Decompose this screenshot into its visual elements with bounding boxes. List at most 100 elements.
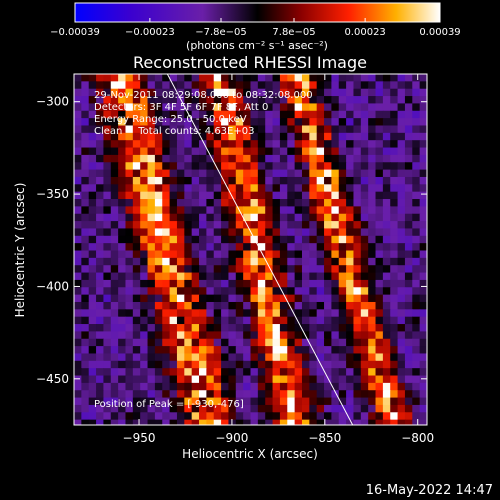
heatmap-cell (287, 74, 296, 82)
heatmap-cell (404, 184, 413, 193)
heatmap-cell (228, 265, 237, 274)
heatmap-cell (412, 390, 421, 399)
heatmap-cell (118, 404, 127, 413)
heatmap-cell (243, 287, 252, 296)
heatmap-cell (74, 96, 82, 105)
heatmap-cell (309, 390, 318, 399)
heatmap-cell (368, 243, 377, 252)
heatmap-cell (206, 147, 215, 156)
heatmap-cell (118, 132, 127, 141)
heatmap-cell (125, 382, 134, 391)
heatmap-cell (265, 338, 274, 347)
heatmap-cell (404, 228, 413, 237)
heatmap-cell (235, 199, 244, 207)
heatmap-cell (103, 118, 112, 127)
heatmap-cell (338, 176, 347, 185)
heatmap-cell (169, 360, 178, 369)
heatmap-cell (316, 125, 325, 134)
heatmap-cell (74, 132, 82, 141)
heatmap-cell (382, 324, 391, 332)
heatmap-cell (140, 81, 149, 90)
heatmap-cell (103, 88, 112, 97)
heatmap-cell (235, 390, 244, 399)
heatmap-cell (338, 206, 347, 215)
heatmap-cell (397, 338, 406, 347)
heatmap-cell (272, 228, 281, 237)
heatmap-cell (331, 338, 340, 347)
heatmap-cell (287, 235, 296, 244)
heatmap-cell (147, 382, 156, 391)
heatmap-cell (338, 228, 347, 237)
heatmap-cell (147, 353, 156, 362)
heatmap-cell (176, 228, 185, 237)
heatmap-cell (419, 257, 427, 266)
heatmap-cell (375, 228, 384, 237)
heatmap-cell (243, 213, 252, 222)
heatmap-cell (74, 331, 82, 340)
colorbar-gradient (74, 2, 441, 23)
heatmap-cell (404, 257, 413, 266)
heatmap-cell (132, 272, 141, 281)
heatmap-cell (162, 206, 171, 215)
heatmap-cell (412, 301, 421, 310)
heatmap-cell (279, 294, 288, 303)
heatmap-cell (265, 279, 274, 288)
heatmap-cell (96, 316, 105, 325)
heatmap-cell (162, 397, 171, 406)
heatmap-cell (324, 397, 332, 406)
heatmap-cell (279, 213, 288, 222)
heatmap-cell (147, 287, 156, 296)
heatmap-cell (397, 360, 406, 369)
heatmap-cell (419, 191, 427, 200)
heatmap-cell (206, 331, 215, 340)
heatmap-cell (324, 272, 332, 281)
heatmap-cell (346, 346, 355, 355)
colorbar-units: (photons cm⁻² s⁻¹ asec⁻²) (186, 39, 328, 52)
heatmap-cell (279, 118, 288, 127)
heatmap-cell (272, 206, 281, 215)
heatmap-cell (324, 412, 332, 421)
heatmap-cell (132, 375, 141, 384)
heatmap-cell (125, 301, 134, 310)
heatmap-cell (360, 412, 369, 421)
heatmap-cell (132, 404, 141, 413)
heatmap-cell (368, 324, 377, 332)
heatmap-cell (206, 235, 215, 244)
heatmap-cell (88, 331, 97, 340)
heatmap-cell (74, 338, 82, 347)
heatmap-cell (154, 404, 163, 413)
heatmap-cell (419, 412, 427, 421)
heatmap-cell (176, 184, 185, 193)
heatmap-cell (213, 125, 222, 134)
heatmap-cell (397, 103, 406, 112)
heatmap-cell (221, 390, 230, 399)
heatmap-cell (272, 132, 281, 141)
heatmap-cell (96, 199, 105, 207)
heatmap-cell (199, 132, 207, 141)
heatmap-cell (132, 110, 141, 119)
heatmap-cell (287, 375, 296, 384)
heatmap-cell (103, 368, 112, 377)
heatmap-cell (213, 301, 222, 310)
plot-frame (73, 73, 428, 426)
heatmap-cell (162, 140, 171, 149)
heatmap-cell (279, 309, 288, 318)
heatmap-cell (206, 118, 215, 127)
heatmap-cell (88, 368, 97, 377)
heatmap-cell (265, 125, 274, 134)
heatmap-cell (235, 132, 244, 141)
heatmap-cell (125, 412, 134, 421)
heatmap-cell (110, 375, 119, 384)
heatmap-cell (154, 213, 163, 222)
heatmap-cell (404, 110, 413, 119)
heatmap-cell (147, 316, 156, 325)
heatmap-cell (368, 353, 377, 362)
heatmap-cell (74, 184, 82, 193)
heatmap-cell (412, 140, 421, 149)
x-tick-label: −800 (401, 431, 434, 445)
heatmap-cell (338, 103, 347, 112)
heatmap-cell (324, 257, 332, 266)
heatmap-cell (169, 412, 178, 421)
heatmap-cell (154, 110, 163, 119)
heatmap-cell (206, 88, 215, 97)
